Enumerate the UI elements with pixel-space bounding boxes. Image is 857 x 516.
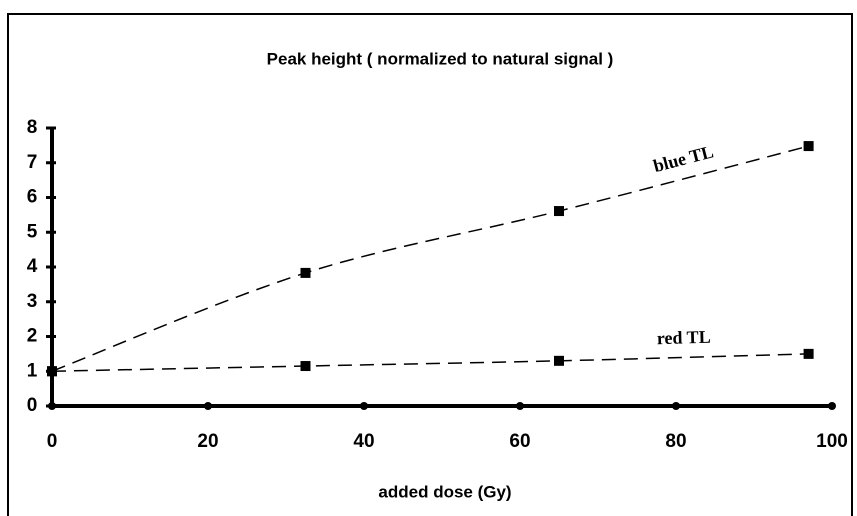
x-tick bbox=[204, 402, 212, 410]
y-tick-label: 1 bbox=[27, 360, 38, 381]
y-tick-label: 0 bbox=[27, 395, 38, 416]
marker bbox=[47, 366, 57, 377]
x-tick bbox=[516, 402, 524, 410]
x-axis-label: added dose (Gy) bbox=[378, 482, 511, 501]
y-tick-label: 4 bbox=[27, 256, 38, 277]
marker bbox=[554, 206, 564, 217]
x-tick-label: 20 bbox=[197, 431, 218, 452]
x-tick bbox=[360, 402, 368, 410]
x-tick-label: 40 bbox=[353, 431, 374, 452]
trend-line bbox=[51, 145, 809, 372]
x-tick bbox=[828, 402, 836, 410]
x-tick-label: 0 bbox=[47, 431, 58, 452]
series-label: blue TL bbox=[651, 141, 715, 176]
series-label: red TL bbox=[657, 327, 711, 348]
marker bbox=[300, 267, 311, 278]
x-tick-label: 100 bbox=[816, 431, 848, 452]
x-tick-label: 80 bbox=[665, 431, 686, 452]
x-tick bbox=[672, 402, 680, 410]
chart-title: Peak height ( normalized to natural sign… bbox=[267, 49, 614, 68]
marker bbox=[803, 348, 814, 359]
marker bbox=[554, 355, 564, 366]
trend-line bbox=[51, 353, 809, 372]
x-tick-label: 60 bbox=[509, 431, 530, 452]
marker bbox=[803, 141, 814, 152]
y-tick-label: 2 bbox=[27, 326, 38, 347]
y-tick-label: 6 bbox=[27, 187, 38, 208]
y-tick-label: 5 bbox=[27, 221, 38, 242]
y-tick-label: 8 bbox=[27, 117, 38, 138]
marker bbox=[300, 361, 311, 372]
x-tick bbox=[48, 402, 56, 410]
y-tick-label: 7 bbox=[27, 152, 38, 173]
y-tick-label: 3 bbox=[27, 291, 38, 312]
frame bbox=[7, 13, 853, 516]
